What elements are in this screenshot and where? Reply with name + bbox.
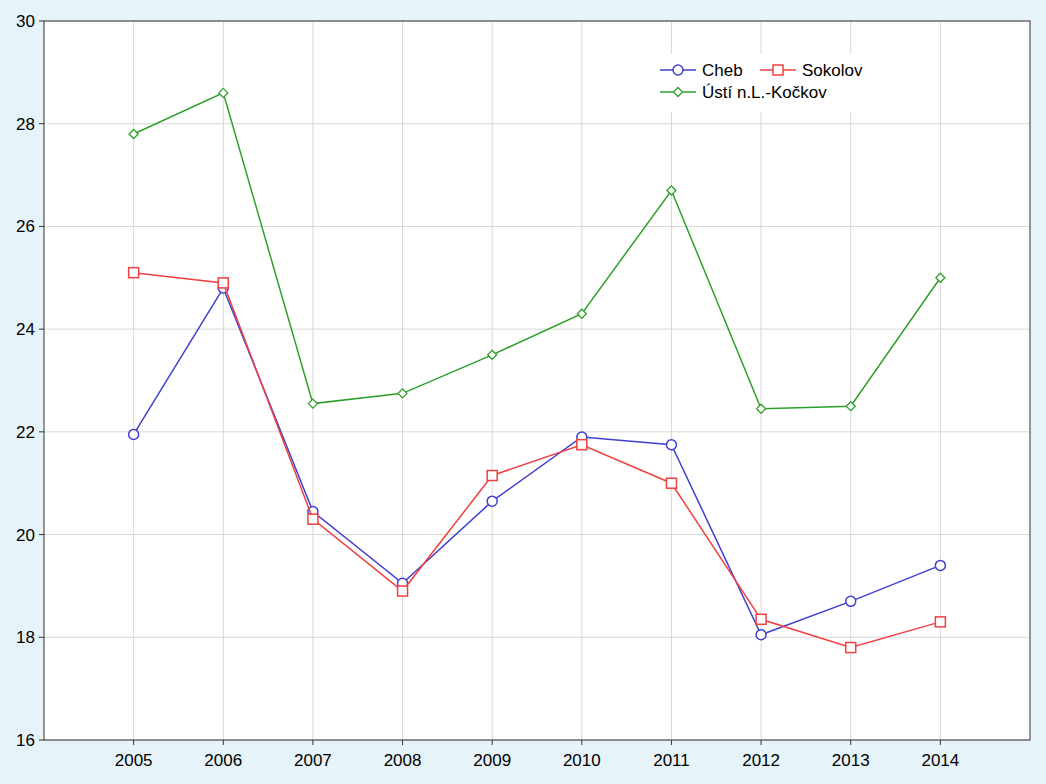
data-point	[756, 614, 766, 624]
grid-line	[940, 21, 941, 740]
series-line	[134, 93, 941, 409]
data-point	[308, 399, 317, 408]
legend-label: Sokolov	[802, 61, 863, 80]
grid-line	[223, 21, 224, 740]
chart-svg: 16 18 20 22 24 26 28 30 2005 2006 2007 2008 2009 2010…	[0, 0, 1046, 784]
tick-mark	[312, 740, 313, 745]
grid-line	[44, 123, 1030, 124]
x-tick-label: 2013	[832, 751, 870, 770]
tick-mark	[39, 123, 44, 124]
x-tick-label: 2014	[921, 751, 959, 770]
x-tick-label: 2009	[473, 751, 511, 770]
tick-mark	[402, 740, 403, 745]
plot-frame	[44, 21, 1030, 740]
data-point	[936, 273, 945, 282]
data-point	[129, 268, 139, 278]
data-point	[935, 617, 945, 627]
x-tick-label: 2011	[653, 751, 690, 770]
tick-mark	[223, 740, 224, 745]
grid	[44, 21, 1030, 740]
grid-line	[44, 226, 1030, 227]
data-point	[487, 471, 497, 481]
data-point	[398, 586, 408, 596]
y-tick-label: 22	[16, 423, 35, 442]
legend-marker	[674, 88, 683, 97]
data-point	[935, 560, 945, 570]
tick-mark	[39, 534, 44, 535]
data-point	[398, 389, 407, 398]
x-tick-label: 2008	[384, 751, 422, 770]
x-tick-label: 2012	[742, 751, 780, 770]
data-point	[666, 478, 676, 488]
tick-mark	[39, 431, 44, 432]
data-point	[667, 186, 676, 195]
x-tick-label: 2005	[115, 751, 153, 770]
tick-mark	[39, 21, 44, 22]
data-point	[666, 440, 676, 450]
grid-line	[44, 431, 1030, 432]
tick-mark	[671, 740, 672, 745]
legend-label: Cheb	[702, 61, 743, 80]
y-tick-label: 26	[16, 217, 35, 236]
y-tick-label: 24	[16, 320, 35, 339]
y-tick-label: 20	[16, 526, 35, 545]
grid-line	[44, 637, 1030, 638]
data-point	[488, 350, 497, 359]
tick-mark	[761, 740, 762, 745]
y-tick-label: 16	[16, 731, 35, 750]
tick-mark	[850, 740, 851, 745]
legend-label: Ústí n.L.-Kočkov	[702, 83, 827, 102]
grid-line	[581, 21, 582, 740]
series-line	[134, 288, 941, 635]
grid-line	[671, 21, 672, 740]
tick-mark	[581, 740, 582, 745]
legend: Cheb Sokolov Ústí n.L.-Kočkov	[648, 54, 906, 112]
grid-line	[44, 329, 1030, 330]
tick-mark	[39, 637, 44, 638]
x-tick-label: 2010	[563, 751, 601, 770]
data-point	[846, 596, 856, 606]
legend-marker	[673, 65, 683, 75]
tick-mark	[39, 226, 44, 227]
data-point	[487, 496, 497, 506]
grid-line	[850, 21, 851, 740]
tick-mark	[492, 740, 493, 745]
series-line	[134, 273, 941, 648]
legend-marker	[773, 65, 783, 75]
data-point	[129, 429, 139, 439]
y-tick-label: 18	[16, 628, 35, 647]
y-tick-label: 30	[16, 12, 35, 31]
y-tick-label: 28	[16, 115, 35, 134]
axes: 16 18 20 22 24 26 28 30 2005 2006 2007 2008 2009 2010…	[16, 12, 1030, 770]
data-point	[757, 404, 766, 413]
legend-box	[648, 54, 906, 112]
chart-container: 16 18 20 22 24 26 28 30 2005 2006 2007 2008 2009 2010…	[0, 0, 1046, 784]
data-point	[218, 278, 228, 288]
data-point	[219, 88, 228, 97]
data-point	[129, 129, 138, 138]
grid-line	[312, 21, 313, 740]
background	[0, 0, 1046, 784]
tick-mark	[39, 329, 44, 330]
data-point	[846, 643, 856, 653]
plot-area	[44, 21, 1030, 740]
grid-line	[402, 21, 403, 740]
x-tick-label: 2006	[204, 751, 242, 770]
tick-mark	[133, 740, 134, 745]
data-point	[846, 402, 855, 411]
tick-mark	[39, 740, 44, 741]
data-point	[577, 440, 587, 450]
data-point	[756, 630, 766, 640]
data-point	[577, 309, 586, 318]
tick-mark	[940, 740, 941, 745]
grid-line	[44, 534, 1030, 535]
series-group	[129, 88, 946, 652]
data-point	[308, 514, 318, 524]
grid-line	[492, 21, 493, 740]
x-tick-label: 2007	[294, 751, 332, 770]
